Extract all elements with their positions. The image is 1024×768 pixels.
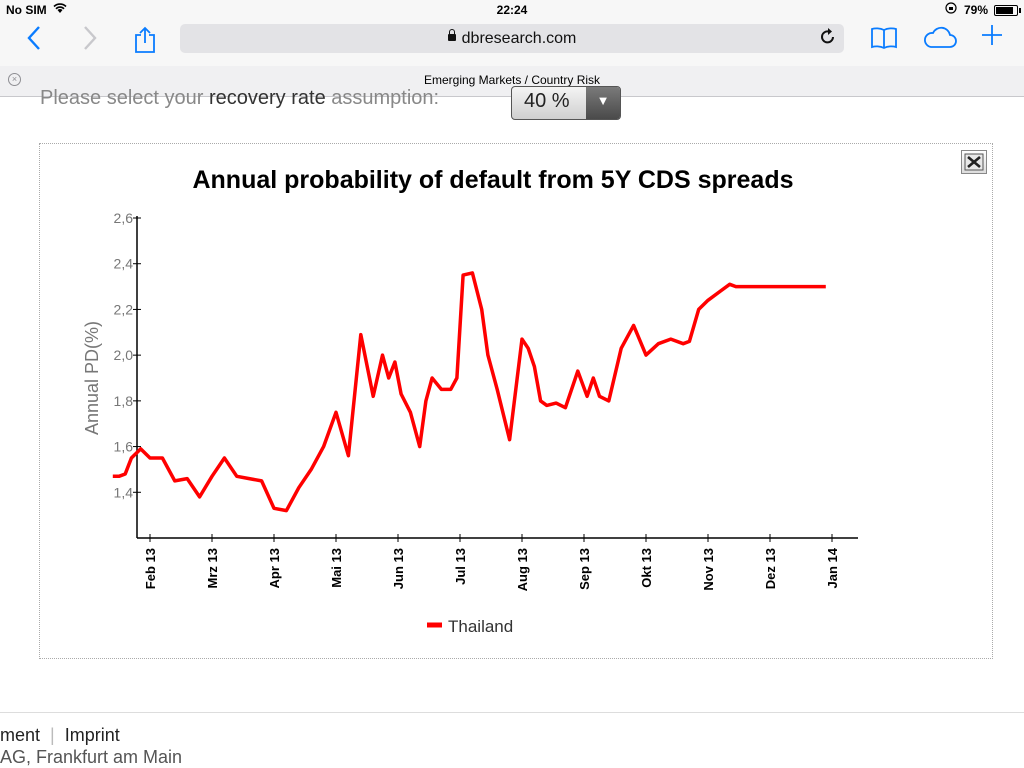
footer-link-statement[interactable]: ment	[0, 725, 41, 745]
clock: 22:24	[496, 3, 528, 17]
y-tick-label: 2,6	[114, 210, 134, 226]
status-bar: No SIM 22:24 79%	[0, 0, 1024, 20]
x-tick-label: Aug 13	[515, 548, 530, 591]
forward-icon[interactable]	[82, 25, 98, 56]
x-tick-label: Nov 13	[701, 548, 716, 591]
y-tick-label: 1,4	[114, 484, 134, 500]
share-icon[interactable]	[134, 26, 155, 53]
x-tick-label: Jan 14	[825, 547, 840, 588]
x-tick-label: Jul 13	[453, 548, 468, 585]
y-tick-label: 2,4	[114, 256, 134, 272]
x-tick-label: Jun 13	[391, 548, 406, 589]
carrier-label: No SIM	[6, 3, 47, 17]
pd-chart: Annual probability of default from 5Y CD…	[82, 166, 858, 636]
footer-divider	[0, 712, 1024, 713]
reload-icon[interactable]	[820, 27, 836, 50]
x-tick-label: Apr 13	[267, 548, 282, 588]
y-tick-label: 2,2	[114, 301, 134, 317]
wifi-icon	[53, 2, 67, 17]
y-tick-label: 2,0	[114, 347, 134, 363]
x-tick-label: Okt 13	[639, 548, 654, 588]
chart-title: Annual probability of default from 5Y CD…	[192, 166, 793, 194]
battery-icon	[994, 5, 1021, 16]
lock-icon	[447, 29, 456, 42]
back-icon[interactable]	[26, 25, 42, 56]
rotation-lock-icon	[945, 2, 957, 17]
y-axis-label: Annual PD(%)	[82, 321, 102, 435]
address-bar[interactable]: dbresearch.com	[180, 24, 844, 53]
x-tick-label: Dez 13	[763, 548, 778, 589]
bookmarks-icon[interactable]	[870, 26, 898, 55]
close-tab-icon[interactable]: ×	[8, 73, 21, 86]
footer-company: AG, Frankfurt am Main	[0, 747, 183, 767]
recovery-rate-select[interactable]: 40 % ▼	[511, 86, 621, 120]
footer-link-imprint[interactable]: Imprint	[64, 725, 120, 745]
new-tab-icon[interactable]	[980, 23, 1004, 52]
legend-label: Thailand	[448, 617, 513, 636]
browser-toolbar: dbresearch.com	[0, 20, 1024, 66]
chart-container: Annual probability of default from 5Y CD…	[39, 143, 993, 659]
footer-links: ment | Imprint	[0, 725, 120, 746]
url-text: dbresearch.com	[461, 30, 577, 47]
recovery-emph: recovery rate	[208, 87, 326, 109]
export-excel-icon[interactable]	[961, 150, 987, 174]
chevron-down-icon[interactable]: ▼	[586, 87, 620, 119]
recovery-prefix: Please select your	[40, 87, 209, 109]
icloud-tabs-icon[interactable]	[922, 26, 958, 55]
footer-separator: |	[50, 725, 55, 745]
battery-percent: 79%	[964, 3, 989, 17]
y-tick-label: 1,8	[114, 393, 134, 409]
recovery-suffix: assumption:	[325, 87, 440, 109]
x-tick-label: Feb 13	[143, 548, 158, 589]
x-tick-label: Mrz 13	[205, 548, 220, 588]
recovery-prompt: Please select your recovery rate assumpt…	[40, 87, 439, 110]
tab-title[interactable]: Emerging Markets / Country Risk	[423, 73, 601, 87]
series-line-thailand	[112, 271, 826, 513]
recovery-rate-value: 40 %	[524, 90, 570, 112]
x-tick-label: Sep 13	[577, 548, 592, 590]
y-tick-label: 1,6	[114, 439, 134, 455]
x-tick-label: Mai 13	[329, 548, 344, 588]
